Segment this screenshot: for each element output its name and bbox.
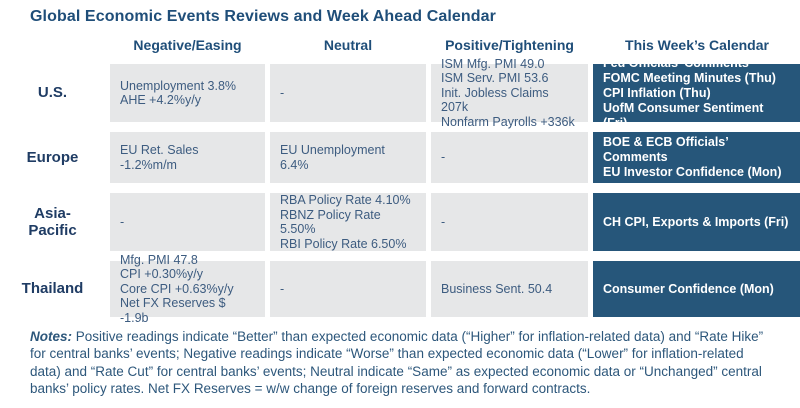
- cell-asia-pacific-neutral: RBA Policy Rate 4.10% RBNZ Policy Rate 5…: [270, 193, 426, 251]
- row-label-thailand: Thailand: [21, 280, 84, 298]
- cell-europe-positive: -: [431, 132, 588, 183]
- events-table: Negative/Easing Neutral Positive/Tighten…: [0, 36, 800, 325]
- cell-us-calendar: Fed Officials’ Comments FOMC Meeting Min…: [593, 56, 800, 130]
- row-label-asia-pacific: Asia- Pacific: [28, 204, 77, 239]
- cell-asia-pacific-positive: -: [431, 193, 588, 251]
- notes-label: Notes:: [30, 329, 73, 344]
- cell-us-neutral: -: [270, 64, 426, 122]
- cell-europe-calendar: BOE & ECB Officials’ Comments EU Investo…: [593, 132, 800, 183]
- cell-us-positive: ISM Mfg. PMI 49.0 ISM Serv. PMI 53.6 Ini…: [431, 57, 588, 129]
- cell-us-negative: Unemployment 3.8% AHE +4.2%y/y: [110, 64, 265, 122]
- report-page: Global Economic Events Reviews and Week …: [0, 8, 800, 408]
- cell-europe-neutral: EU Unemployment 6.4%: [270, 132, 426, 183]
- column-header-negative: Negative/Easing: [133, 37, 242, 53]
- cell-asia-pacific-calendar: CH CPI, Exports & Imports (Fri): [593, 193, 800, 251]
- column-header-positive: Positive/Tightening: [445, 37, 574, 53]
- notes: Notes: Positive readings indicate “Bette…: [30, 328, 772, 397]
- corner-spacer: [0, 36, 105, 54]
- cell-asia-pacific-negative: -: [110, 193, 265, 251]
- cell-thailand-negative: Mfg. PMI 47.8 CPI +0.30%y/y Core CPI +0.…: [110, 253, 265, 325]
- cell-europe-negative: EU Ret. Sales -1.2%m/m: [110, 132, 265, 183]
- cell-thailand-calendar: Consumer Confidence (Mon): [593, 261, 800, 317]
- cell-thailand-neutral: -: [270, 261, 426, 317]
- notes-text: Positive readings indicate “Better” than…: [30, 329, 764, 396]
- column-header-neutral: Neutral: [323, 37, 373, 53]
- page-title: Global Economic Events Reviews and Week …: [30, 8, 496, 25]
- row-label-us: U.S.: [37, 84, 68, 102]
- row-label-europe: Europe: [26, 148, 79, 166]
- cell-thailand-positive: Business Sent. 50.4: [431, 261, 588, 317]
- column-header-calendar: This Week’s Calendar: [625, 37, 769, 53]
